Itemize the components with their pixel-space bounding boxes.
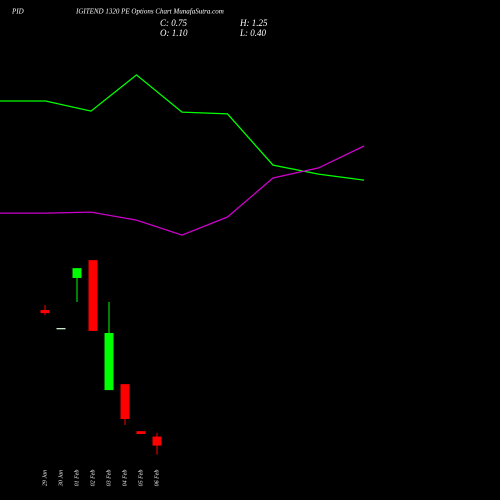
- symbol: PID: [11, 8, 24, 16]
- close-label: C: 0.75: [160, 18, 188, 28]
- x-tick-label: 29 Jan: [42, 470, 48, 486]
- x-tick-label: 02 Feb: [90, 470, 96, 487]
- candle-body: [152, 436, 162, 446]
- open-label: O: 1.10: [160, 28, 188, 38]
- x-tick-label: 04 Feb: [121, 470, 128, 487]
- candle-body: [72, 268, 82, 278]
- x-tick-label: 05 Feb: [138, 470, 144, 487]
- x-tick-label: 01 Feb: [74, 470, 80, 487]
- candle-body: [120, 384, 130, 420]
- candle-body: [136, 431, 146, 434]
- high-label: H: 1.25: [239, 18, 268, 28]
- x-tick-label: 30 Jan: [58, 470, 64, 487]
- x-tick-label: 03 Feb: [106, 470, 112, 487]
- x-tick-label: 06 Feb: [154, 470, 160, 487]
- chart-title: IGITEND 1320 PE Options Chart MunafaSutr…: [75, 8, 224, 16]
- candle-body: [56, 328, 66, 330]
- indicator-line: [0, 145, 365, 236]
- candle-body: [40, 310, 50, 314]
- low-label: L: 0.40: [239, 28, 267, 38]
- candle-body: [104, 332, 114, 391]
- candle-body: [88, 260, 98, 331]
